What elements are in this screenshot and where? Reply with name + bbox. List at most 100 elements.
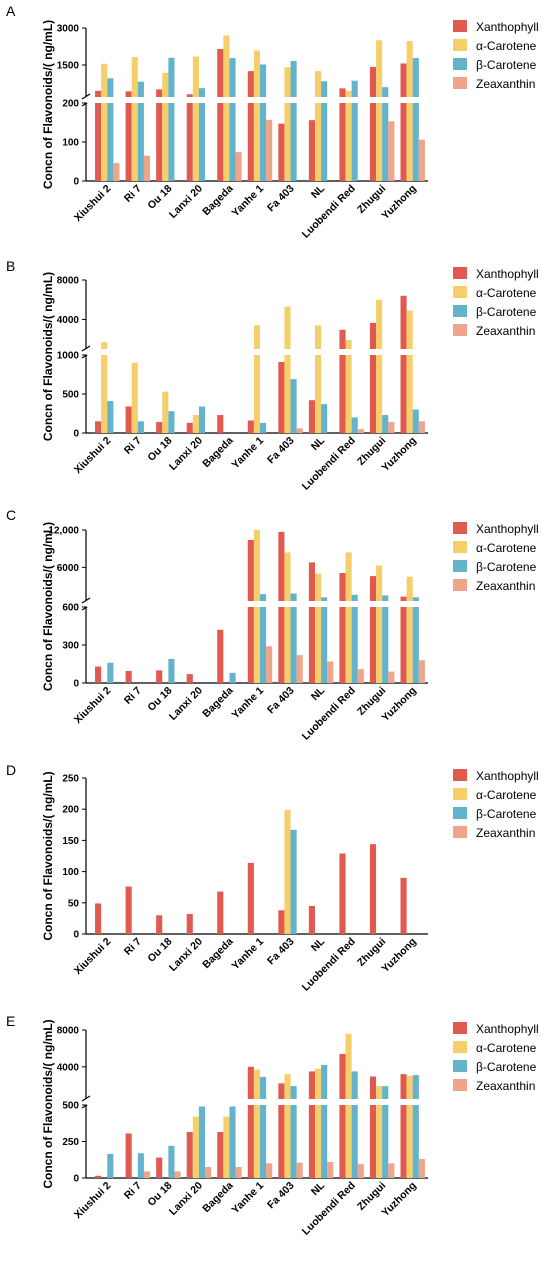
x-tick-label: Ou 18 — [145, 183, 174, 212]
x-tick-label: Ri 7 — [122, 1180, 144, 1202]
legend-label: β-Carotene — [476, 58, 537, 72]
bar — [357, 1164, 364, 1178]
bar — [143, 155, 151, 181]
panel-letter: C — [6, 507, 16, 523]
legend-swatch — [453, 324, 467, 336]
x-tick-label: NL — [309, 935, 328, 954]
legend-label: Xanthophyll — [476, 522, 539, 536]
x-tick-label: Luobendi Red — [300, 435, 358, 493]
axis-break-mark — [81, 345, 91, 352]
y-tick-label: 8000 — [57, 1026, 80, 1037]
bar — [247, 862, 254, 934]
bar — [95, 90, 102, 181]
legend-label: Zeaxanthin — [476, 77, 535, 91]
axis-break-gap — [87, 97, 429, 103]
y-tick-label: 0 — [73, 679, 79, 690]
legend-label: Xanthophyll — [476, 1022, 539, 1036]
bar — [400, 877, 407, 934]
x-tick-label: Ou 18 — [145, 936, 174, 965]
x-tick-label: Lanxi 20 — [167, 936, 205, 974]
bar — [168, 1145, 175, 1178]
bar — [339, 329, 346, 433]
bar — [382, 1086, 389, 1178]
bar — [168, 658, 175, 683]
bar — [351, 417, 358, 433]
bar — [95, 1175, 102, 1178]
bar — [156, 915, 163, 934]
bar — [101, 342, 108, 433]
bar — [156, 1157, 163, 1178]
bar — [290, 61, 297, 182]
bar — [388, 671, 395, 683]
bar — [321, 81, 328, 181]
bar — [253, 1069, 260, 1178]
x-tick-label: NL — [309, 684, 328, 703]
y-tick-label: 0 — [73, 1174, 79, 1185]
legend-swatch — [453, 541, 467, 553]
x-tick-label: Ri 7 — [122, 435, 144, 457]
legend-swatch — [453, 39, 467, 51]
y-axis-title: Concn of Flavonoids/( ng/mL) — [41, 1019, 55, 1188]
panel-b: B Concn of Flavonoids/( ng/mL) 0 500 1000 400… — [6, 258, 539, 493]
legend-label: α-Carotene — [476, 541, 537, 555]
y-tick-label: 8000 — [57, 276, 80, 287]
bar — [388, 422, 395, 433]
bar — [369, 322, 377, 433]
bar — [290, 1086, 297, 1178]
bar — [217, 415, 224, 433]
legend-label: α-Carotene — [476, 788, 537, 802]
legend-swatch — [453, 1079, 467, 1091]
x-tick-label: Ou 18 — [145, 1180, 174, 1209]
bar — [223, 1116, 230, 1178]
bar — [125, 670, 132, 683]
x-tick-label: NL — [309, 434, 328, 453]
y-tick-label: 100 — [62, 867, 79, 878]
legend-swatch — [453, 769, 467, 781]
y-tick-label: 500 — [62, 390, 79, 401]
bar — [266, 1163, 273, 1178]
y-tick-label: 300 — [62, 641, 79, 652]
panel-letter: E — [6, 1013, 15, 1029]
x-tick-label: Lanxi 20 — [167, 183, 205, 221]
bar — [198, 88, 206, 181]
bar — [339, 88, 346, 181]
axis-break-mark — [81, 93, 91, 100]
bar — [321, 404, 328, 433]
bar — [205, 1167, 212, 1178]
axis-break-mark — [81, 597, 91, 604]
bar — [284, 552, 291, 683]
x-tick-label: Luobendi Red — [300, 183, 358, 241]
legend-label: β-Carotene — [476, 305, 537, 319]
x-tick-label: Lanxi 20 — [167, 685, 205, 723]
bar — [278, 123, 285, 181]
legend-swatch — [453, 560, 467, 572]
bar — [95, 903, 102, 934]
x-tick-label: Yanhe 1 — [230, 435, 267, 472]
bar — [308, 905, 315, 934]
bar — [339, 572, 346, 683]
bar — [198, 1106, 206, 1178]
y-tick-label: 6000 — [57, 563, 80, 574]
bar — [229, 58, 236, 181]
x-tick-label: Fa 403 — [265, 936, 297, 968]
y-tick-label: 1500 — [57, 60, 80, 71]
bar — [314, 325, 322, 433]
bar — [162, 391, 169, 433]
bar — [388, 121, 395, 181]
bar — [345, 552, 352, 683]
bar — [357, 429, 364, 433]
bar — [345, 1033, 352, 1178]
bar — [278, 531, 285, 683]
legend-swatch — [453, 20, 467, 32]
bar — [418, 421, 425, 433]
legend-swatch — [453, 1022, 467, 1034]
bar — [284, 809, 291, 934]
bar — [345, 340, 352, 433]
y-tick-label: 1000 — [57, 351, 80, 362]
bar — [388, 1163, 395, 1178]
bar — [345, 90, 352, 181]
bar — [308, 1071, 315, 1178]
y-tick-label: 12,000 — [48, 526, 79, 537]
